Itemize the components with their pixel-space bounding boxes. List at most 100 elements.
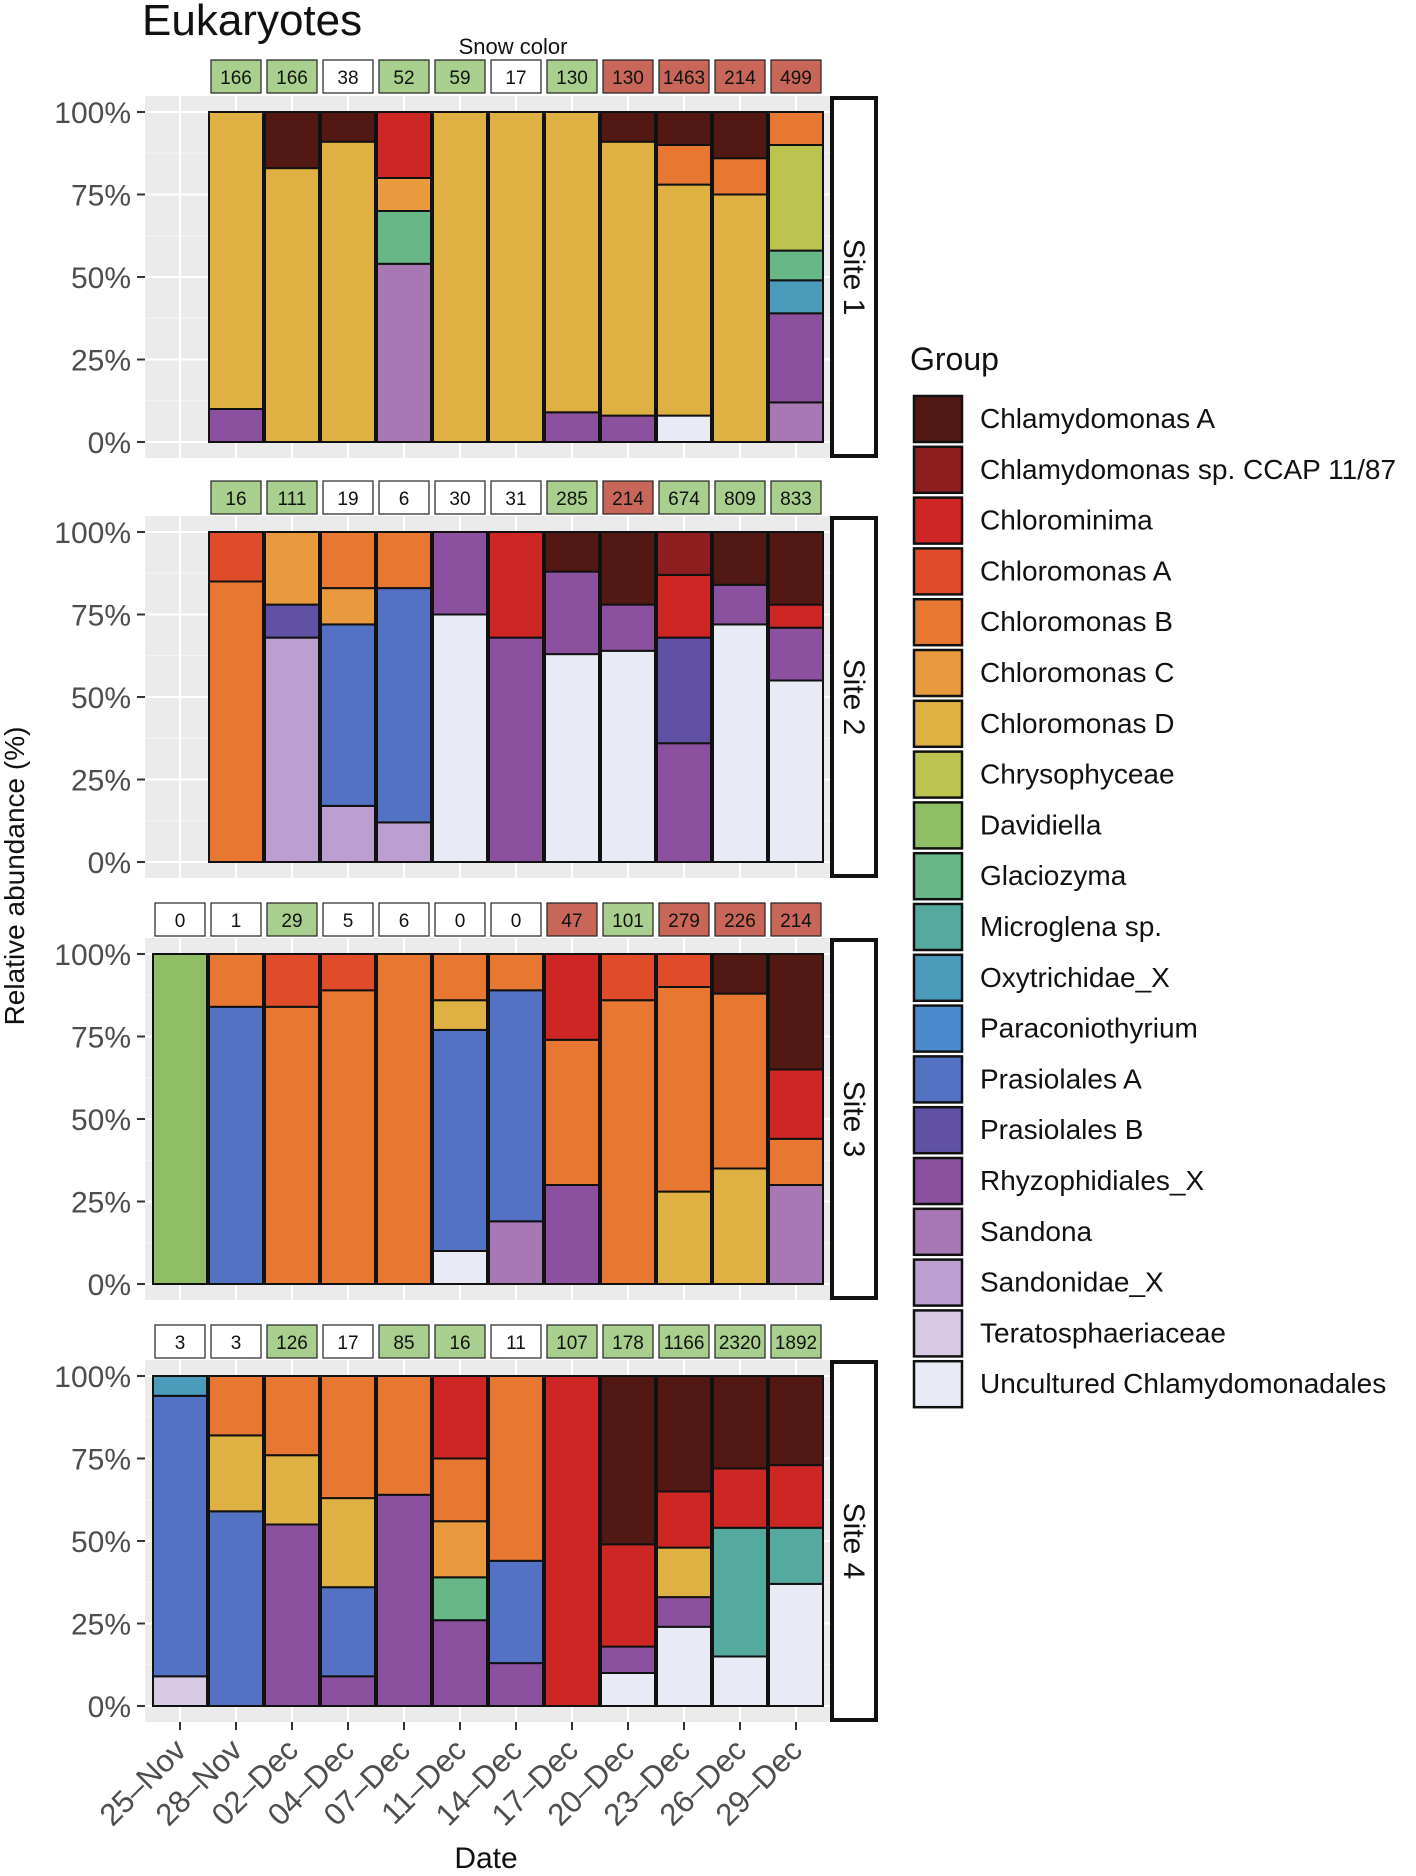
snow-count-label: 1166 — [664, 1333, 705, 1354]
legend-label: Prasiolales A — [980, 1063, 1142, 1094]
legend-label: Uncultured Chlamydomonadales — [980, 1368, 1386, 1399]
bar-segment — [264, 1523, 320, 1707]
snow-count-label: 214 — [724, 68, 756, 89]
legend-label: Davidiella — [980, 809, 1102, 840]
y-tick-label: 100% — [54, 517, 131, 550]
snow-color-box — [602, 902, 654, 937]
snow-count-label: 1892 — [775, 1333, 817, 1354]
bar-segment — [432, 1619, 488, 1707]
bar-segment — [432, 531, 488, 616]
panel-2: 0% 25% 50% 75% 100% 16 111 19 6 30 31 285 214 674 809 8… — [54, 480, 878, 880]
snow-count-label: 38 — [337, 68, 358, 89]
bar-segment — [712, 1467, 768, 1529]
bar-segment — [656, 414, 712, 444]
snow-color-box — [714, 480, 766, 515]
bar-segment — [320, 587, 376, 626]
bar-segment — [600, 140, 656, 417]
bar-segment — [432, 613, 488, 863]
bar-segment — [712, 623, 768, 864]
snow-count-label: 130 — [612, 68, 644, 89]
bar-segment — [712, 1655, 768, 1707]
bar-segment — [768, 531, 824, 606]
y-tick-label: 0% — [88, 847, 131, 880]
bar-segment — [768, 312, 824, 404]
y-tick-label: 25% — [71, 1609, 131, 1642]
snow-color-box — [266, 1324, 318, 1359]
site-facet-box — [830, 938, 878, 1300]
snow-count-label: 5 — [343, 911, 354, 932]
site-label: Site 4 — [837, 1503, 870, 1580]
panels-group: 0%25%50%75%100%166 166 38 52 59 17 130 130 1463 2… — [54, 59, 878, 1724]
bar-segment — [656, 742, 712, 864]
bar-segment — [600, 649, 656, 863]
bar-segment — [488, 953, 544, 992]
bar-segment — [320, 623, 376, 807]
snow-color-box — [770, 1324, 822, 1359]
snow-count-label: 11 — [506, 1333, 526, 1354]
snow-count-label: 166 — [276, 68, 308, 89]
snow-color-box — [322, 1324, 374, 1359]
snow-count-label: 279 — [668, 911, 700, 932]
site-facet-box — [830, 96, 878, 458]
bar-segment — [656, 111, 712, 146]
bar-segment — [544, 953, 600, 1041]
site-label: Site 3 — [837, 1081, 870, 1158]
legend-swatch — [912, 1156, 964, 1206]
bar-segment — [656, 953, 712, 988]
bar-segment — [768, 279, 824, 315]
legend-swatch — [912, 597, 964, 647]
snow-count-label: 52 — [393, 68, 414, 89]
snow-count-label: 31 — [505, 489, 526, 510]
snow-color-box — [602, 59, 654, 94]
y-tick-label: 50% — [71, 682, 131, 715]
bar-segment — [320, 989, 376, 1285]
snow-count-label: 214 — [780, 911, 812, 932]
snow-color-box — [490, 59, 542, 94]
snow-color-box — [770, 59, 822, 94]
snow-color-box — [714, 902, 766, 937]
bar-segment — [432, 1576, 488, 1622]
bar-segment — [320, 1497, 376, 1589]
y-tick-label: 0% — [88, 1691, 131, 1724]
bar-segment — [768, 1375, 824, 1467]
bar-segment — [376, 587, 432, 824]
legend-label: Chloromonas A — [980, 555, 1172, 586]
snow-count-label: 0 — [511, 911, 522, 932]
legend-swatch — [912, 851, 964, 901]
snow-color-box — [658, 1324, 710, 1359]
legend-swatch — [912, 750, 964, 799]
legend-label: Glaciozyma — [980, 860, 1127, 891]
legend-title: Group — [910, 341, 999, 377]
bar-segment — [544, 1038, 600, 1187]
bar-segment — [712, 157, 768, 196]
snow-color-box — [490, 902, 542, 937]
snow-count-label: 19 — [337, 489, 358, 510]
snow-color-box — [770, 480, 822, 515]
snow-color-box — [154, 1324, 206, 1359]
legend-label: Sandona — [980, 1216, 1093, 1247]
snow-count-label: 3 — [175, 1333, 186, 1354]
bar-segment — [656, 1596, 712, 1628]
snow-color-box — [266, 902, 318, 937]
legend-label: Oxytrichidae_X — [980, 962, 1170, 993]
bar-segment — [320, 1675, 376, 1708]
bar-segment — [768, 111, 824, 146]
x-axis: 25–Nov28–Nov02–Dec04–Dec07–Dec11–Dec14–D… — [93, 1722, 809, 1833]
snow-color-box — [490, 1324, 542, 1359]
legend-swatch — [912, 699, 964, 749]
y-tick-label: 100% — [54, 1361, 131, 1394]
snow-color-box — [546, 480, 598, 515]
bar-segment — [544, 1375, 600, 1707]
bar-segment — [600, 1543, 656, 1648]
legend-swatch — [912, 801, 964, 850]
snow-color-box — [770, 902, 822, 937]
legend-swatch — [912, 902, 964, 952]
bar-segment — [768, 1526, 824, 1585]
bar-segment — [656, 1490, 712, 1549]
snow-count-label: 214 — [612, 489, 644, 510]
snow-count-label: 101 — [612, 911, 644, 932]
snow-color-box — [210, 902, 262, 937]
y-tick-label: 25% — [71, 1187, 131, 1220]
snow-color-box — [210, 1324, 262, 1359]
bar-segment — [376, 531, 432, 590]
